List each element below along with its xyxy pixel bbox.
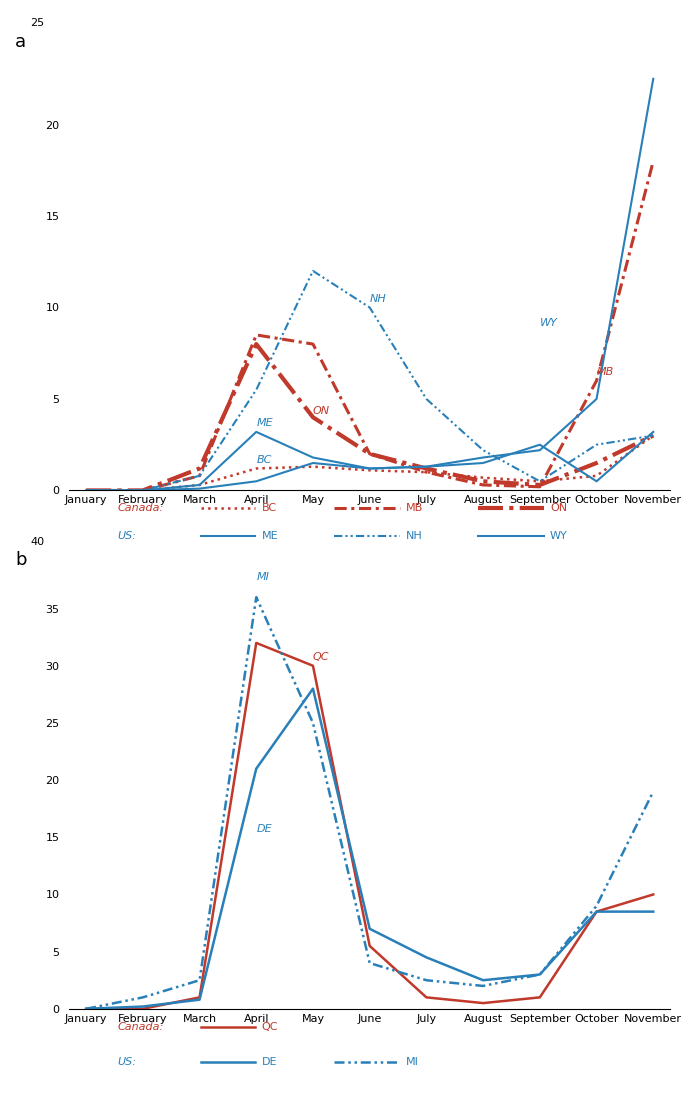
Text: MI: MI (256, 572, 269, 582)
Text: QC: QC (261, 1022, 278, 1031)
Text: BC: BC (261, 503, 276, 512)
Text: ME: ME (261, 531, 278, 541)
Text: US:: US: (117, 531, 136, 541)
Text: MB: MB (406, 503, 423, 512)
Text: Canada:: Canada: (117, 1022, 164, 1031)
Text: a: a (15, 33, 26, 51)
Text: b: b (15, 551, 26, 570)
Text: WY: WY (550, 531, 568, 541)
Text: QC: QC (313, 652, 330, 662)
Text: DE: DE (261, 1057, 277, 1067)
Text: ON: ON (550, 503, 567, 512)
Text: DE: DE (256, 823, 272, 833)
Text: Canada:: Canada: (117, 503, 164, 512)
Text: BC: BC (256, 455, 272, 465)
Text: MB: MB (596, 367, 614, 377)
Text: US:: US: (117, 1057, 136, 1067)
Text: NH: NH (406, 531, 422, 541)
Text: MI: MI (406, 1057, 419, 1067)
Text: 40: 40 (30, 537, 44, 547)
Text: WY: WY (540, 317, 558, 327)
Text: 25: 25 (30, 19, 44, 29)
Text: ON: ON (313, 406, 330, 415)
Text: ME: ME (256, 419, 273, 429)
Text: NH: NH (370, 294, 386, 304)
